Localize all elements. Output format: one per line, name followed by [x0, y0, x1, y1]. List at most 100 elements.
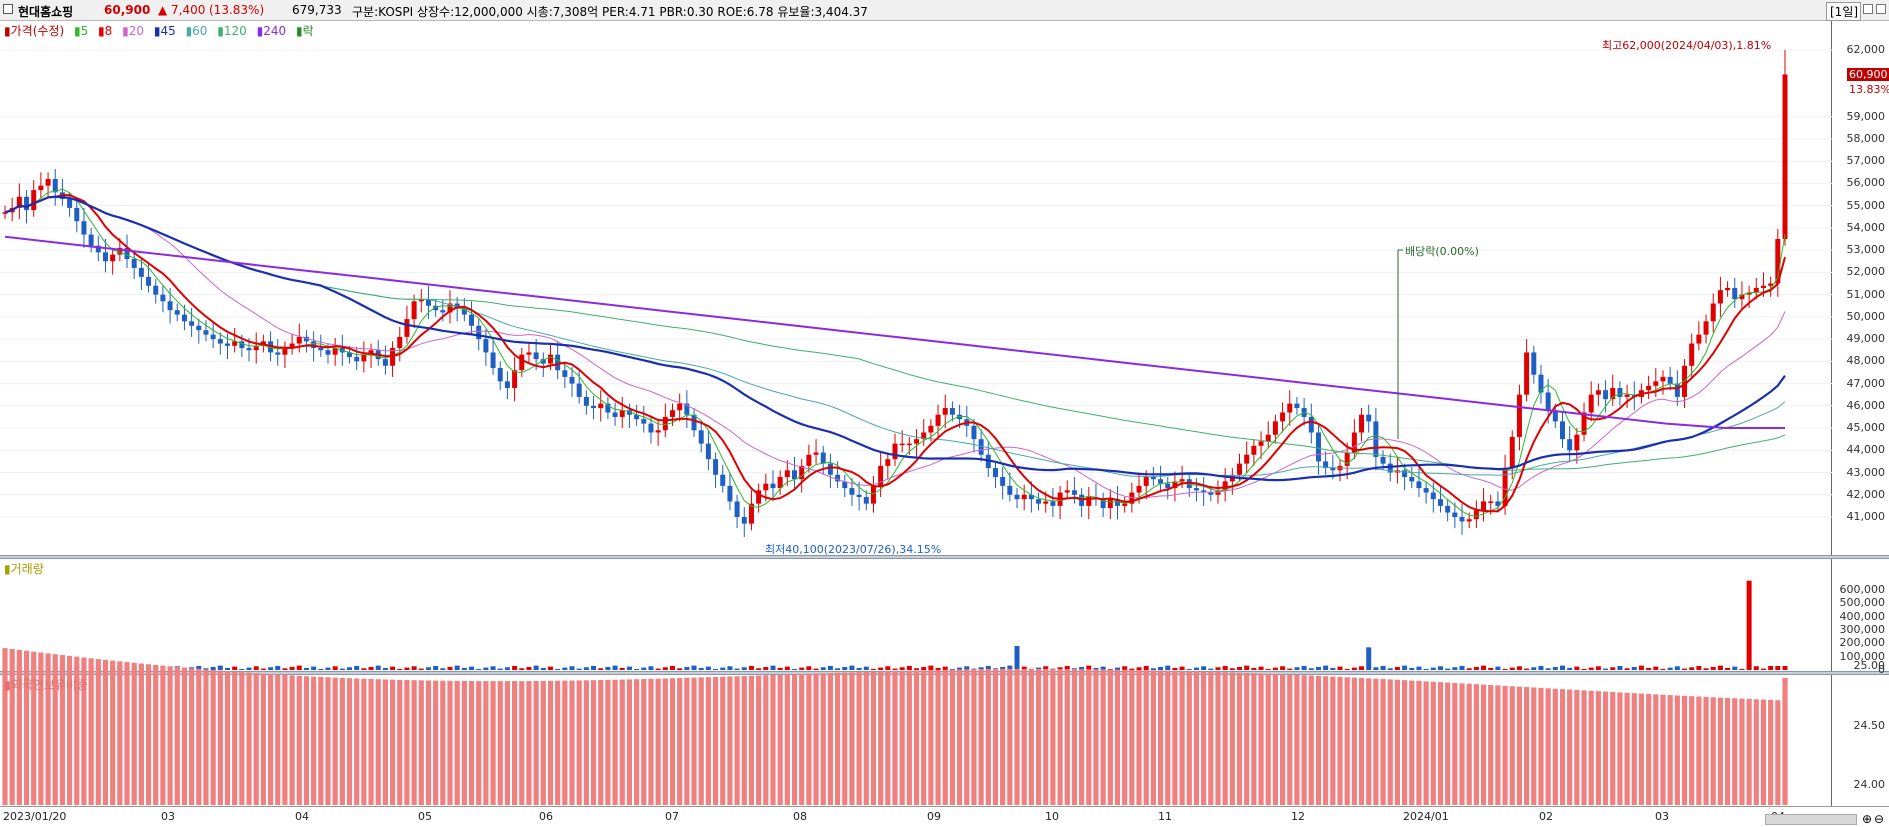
foreign-bar	[1430, 681, 1436, 805]
foreign-bar	[691, 677, 697, 805]
candle-body	[555, 354, 561, 371]
candle-body	[928, 425, 934, 433]
candle-body	[196, 325, 202, 331]
volume-bar	[1143, 665, 1149, 670]
candle-body	[1251, 445, 1257, 455]
volume-bar	[282, 668, 288, 670]
candle-body	[1000, 476, 1006, 486]
legend-price[interactable]: ▮가격(수정)	[4, 24, 65, 38]
zoom-in-icon[interactable]: ⊕	[1862, 812, 1873, 826]
volume-bar	[1588, 667, 1594, 670]
candle-body	[777, 476, 783, 489]
volume-bar	[1760, 668, 1766, 670]
period-selector[interactable]: [1일]	[1826, 2, 1861, 21]
foreign-bar	[899, 670, 905, 805]
time-tick-label: 05	[418, 810, 432, 823]
chart-scrollbar[interactable]	[1765, 814, 1857, 825]
legend-ma20[interactable]: ▮20	[122, 24, 145, 38]
volume-bar	[612, 665, 618, 670]
volume-bar	[1560, 665, 1565, 670]
foreign-bar	[583, 680, 589, 805]
candle-body	[849, 488, 855, 495]
trade-volume: 679,733	[292, 3, 342, 17]
minimize-icon[interactable]	[1863, 4, 1873, 14]
candle-body	[792, 470, 798, 480]
candle-body	[282, 347, 288, 355]
panel-divider[interactable]	[0, 555, 1889, 559]
foreign-bar	[1617, 692, 1623, 805]
volume-chart-panel[interactable]	[0, 559, 1832, 671]
foreign-bar	[2, 648, 8, 805]
foreign-bar	[1538, 687, 1544, 805]
legend-ma60[interactable]: ▮60	[185, 24, 208, 38]
legend-ma240[interactable]: ▮240	[256, 24, 287, 38]
foreign-bar	[827, 673, 834, 805]
foreign-bar	[1071, 669, 1078, 805]
volume-bar	[490, 666, 496, 670]
candle-body	[289, 343, 295, 348]
foreign-bar	[483, 681, 489, 805]
candle-body	[591, 405, 597, 409]
time-tick-label: 12	[1291, 810, 1305, 823]
volume-bar	[1603, 668, 1609, 670]
foreign-legend[interactable]: ▮외국인보유비중	[4, 678, 88, 692]
volume-bar	[196, 665, 202, 670]
candle-body	[971, 425, 977, 440]
legend-ex-dividend[interactable]: ▮락	[295, 24, 314, 38]
foreign-bar	[1129, 669, 1135, 805]
zoom-out-icon[interactable]: ⊖	[1874, 812, 1885, 826]
foreign-bar	[1516, 686, 1523, 805]
foreign-bar	[1021, 668, 1027, 805]
volume-legend[interactable]: ▮거래량	[4, 562, 44, 576]
foreign-bar	[956, 669, 963, 805]
foreign-bar	[232, 671, 238, 805]
volume-bar	[303, 667, 309, 670]
volume-bar	[835, 668, 841, 670]
volume-bar	[1674, 666, 1680, 670]
candle-body	[253, 345, 259, 351]
candle-body	[347, 352, 353, 357]
legend-ma120[interactable]: ▮120	[217, 24, 247, 38]
foreign-bar	[870, 671, 877, 805]
maximize-icon[interactable]	[1876, 4, 1886, 14]
volume-bar	[1258, 666, 1264, 670]
foreign-bar	[576, 680, 582, 805]
stock-name[interactable]: 현대홈쇼핑	[18, 5, 74, 19]
candle-body	[992, 468, 998, 477]
ma240-line	[4, 235, 1785, 429]
volume-bar	[1186, 668, 1192, 670]
volume-bar	[928, 665, 934, 670]
volume-bar	[1330, 667, 1336, 670]
candle-body	[1122, 503, 1128, 506]
volume-bar	[1732, 666, 1738, 670]
chart-select-checkbox[interactable]	[3, 4, 13, 14]
foreign-bar	[81, 657, 87, 805]
volume-bar	[713, 668, 719, 670]
volume-bar	[1775, 666, 1781, 670]
price-tick-label: 51,000	[1846, 287, 1886, 301]
volume-bar	[275, 665, 281, 670]
time-tick-label: 08	[793, 810, 807, 823]
candle-body	[368, 350, 374, 355]
foreign-bar	[102, 659, 109, 805]
stock-details: 구분:KOSPI 상장수:12,000,000 시총:7,308억 PER:4.…	[352, 5, 868, 19]
legend-ma5[interactable]: ▮5	[73, 24, 89, 38]
volume-bar	[1122, 666, 1128, 670]
volume-bar	[670, 665, 675, 670]
legend-ma8[interactable]: ▮8	[98, 24, 113, 38]
foreign-bar	[1100, 669, 1106, 805]
candle-body	[81, 221, 87, 235]
legend-ma45[interactable]: ▮45	[153, 24, 176, 38]
price-chart-panel[interactable]	[0, 21, 1832, 555]
candle-body	[526, 352, 532, 355]
last-pct-label: 13.83%	[1849, 83, 1889, 96]
volume-bar	[1595, 666, 1601, 670]
candle-body	[1308, 416, 1314, 433]
foreign-bar	[1028, 668, 1034, 805]
foreign-bar	[942, 669, 948, 805]
foreign-bar	[921, 670, 927, 805]
candle-body	[1595, 390, 1601, 395]
foreign-bar	[260, 673, 266, 805]
volume-bar	[655, 668, 661, 670]
